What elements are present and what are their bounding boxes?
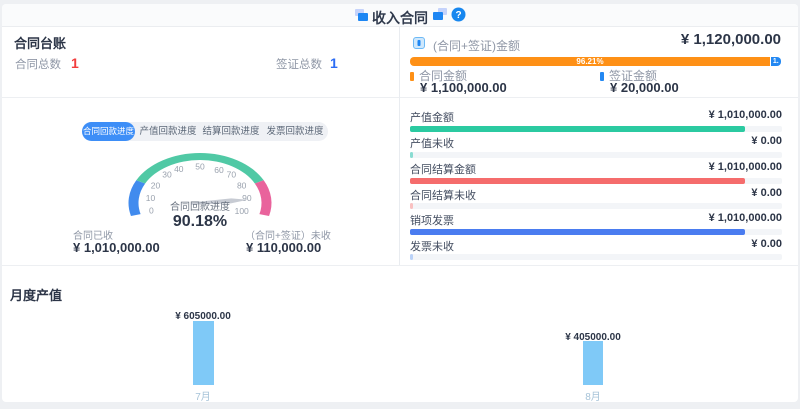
- svg-text:40: 40: [174, 164, 184, 174]
- svg-text:100: 100: [235, 206, 249, 216]
- svg-text:20: 20: [151, 181, 161, 191]
- svg-text:30: 30: [162, 170, 172, 180]
- svg-text:90: 90: [242, 193, 252, 203]
- svg-text:10: 10: [146, 193, 156, 203]
- svg-text:60: 60: [214, 165, 224, 175]
- svg-text:50: 50: [195, 162, 205, 172]
- svg-text:0: 0: [149, 206, 154, 216]
- svg-text:80: 80: [237, 181, 247, 191]
- svg-text:70: 70: [227, 170, 237, 180]
- svg-text:?: ?: [455, 10, 461, 21]
